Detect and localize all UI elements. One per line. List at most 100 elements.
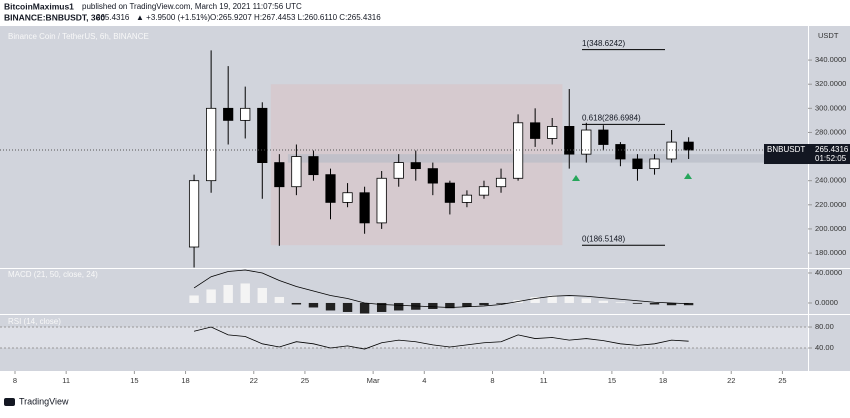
candle-body <box>291 156 302 188</box>
plot-background <box>0 26 850 371</box>
change: ▲ +3.9500 (+1.51%) <box>136 13 211 22</box>
candle-body <box>376 177 387 224</box>
candle-body <box>359 192 370 224</box>
candle-body <box>598 129 609 145</box>
x-tick-label: 22 <box>250 376 258 385</box>
last-price-symbol: BNBUSDT <box>767 145 805 154</box>
signal-arrow <box>684 173 692 179</box>
macd-bar <box>683 302 694 306</box>
candle-body <box>188 180 200 248</box>
macd-title: MACD (21, 50, close, 24) <box>8 270 98 279</box>
footer-text: TradingView <box>19 396 69 406</box>
macd-bar <box>291 302 302 305</box>
x-tick-label: 4 <box>422 376 426 385</box>
macd-bar <box>394 302 404 311</box>
macd-bar <box>342 302 353 312</box>
signal-arrow <box>572 175 580 181</box>
y-tick-label: 220.0000 <box>815 200 846 209</box>
candle-body <box>274 162 285 188</box>
macd-bar <box>581 298 591 303</box>
macd-bar <box>666 302 677 306</box>
x-tick-label: 18 <box>659 376 667 385</box>
macd-bar <box>274 296 285 303</box>
footer: TradingView <box>4 396 69 406</box>
pane: 1(348.6242) 0.618(286.6984) 0(186.5148) <box>0 39 808 268</box>
x-tick-label: 8 <box>490 376 494 385</box>
fib-label: 0(186.5148) <box>582 234 625 243</box>
y-tick-label: 240.0000 <box>815 176 846 185</box>
macd-bar <box>376 302 387 312</box>
macd-line <box>193 269 689 308</box>
candle-body <box>444 182 455 203</box>
publisher: BitcoinMaximus1 <box>4 1 74 11</box>
support-zone <box>287 154 808 163</box>
x-tick-label: 11 <box>62 376 70 385</box>
x-tick-label: 22 <box>727 376 735 385</box>
logo <box>4 398 15 406</box>
x-tick-label: 11 <box>540 376 548 385</box>
x-tick-label: 18 <box>181 376 189 385</box>
candle-body <box>427 168 438 184</box>
rsi-line <box>193 326 689 350</box>
macd-bar <box>564 296 574 303</box>
macd-bar <box>240 283 250 303</box>
rsi-band <box>0 327 808 349</box>
symbol: BINANCE:BNBUSDT, 360 <box>4 12 105 22</box>
candle-body <box>564 126 575 155</box>
candle-body <box>461 194 473 203</box>
candle-body <box>257 107 268 163</box>
macd-bar <box>530 296 540 303</box>
candle-body <box>530 122 541 139</box>
y-tick-label: 180.0000 <box>815 248 846 257</box>
macd-bar <box>649 302 660 305</box>
candle-body <box>240 107 251 121</box>
macd-bar <box>189 295 199 303</box>
candle-body <box>632 158 643 170</box>
candle-body <box>615 144 626 160</box>
fib-label: 1(348.6242) <box>582 39 625 48</box>
y-tick-label: 280.0000 <box>815 127 846 136</box>
candle-body <box>547 126 558 139</box>
unit: USDT <box>818 31 839 40</box>
macd-bar <box>479 302 489 306</box>
candle-body <box>206 107 217 182</box>
ohlc: O:265.9207 H:267.4453 L:260.6110 C:265.4… <box>210 13 381 22</box>
candle-body <box>393 162 404 179</box>
chart-title: Binance Coin / TetherUS, 6h, BINANCE <box>8 32 149 41</box>
pane <box>0 326 808 350</box>
macd-bar <box>223 284 233 303</box>
candle-body <box>308 156 319 176</box>
candle-body <box>342 192 353 203</box>
macd-bar <box>308 302 319 308</box>
candle-body <box>649 158 660 170</box>
macd-bar <box>359 302 370 314</box>
macd-bar <box>462 302 472 307</box>
macd-bar <box>547 295 557 303</box>
y-tick-label: 320.0000 <box>815 79 846 88</box>
last-price-box <box>764 144 850 165</box>
published: published on TradingView.com, March 19, … <box>82 2 302 11</box>
macd-bar <box>615 302 626 303</box>
candle-body <box>410 162 421 170</box>
macd-bar <box>325 302 336 311</box>
candle-body <box>495 177 507 188</box>
y-tick-label: 40.0000 <box>815 268 842 277</box>
x-tick-label: 15 <box>608 376 616 385</box>
countdown: 01:52:05 <box>815 154 847 163</box>
fib-label: 0.618(286.6984) <box>582 113 641 122</box>
x-tick-label: 15 <box>130 376 138 385</box>
macd-bar <box>632 302 643 304</box>
candle-body <box>478 186 490 196</box>
y-tick-label: 40.00 <box>815 343 834 352</box>
rsi-title: RSI (14, close) <box>8 317 61 326</box>
macd-bar <box>257 287 267 303</box>
candle-body <box>581 129 592 155</box>
x-tick-label: 25 <box>778 376 786 385</box>
y-tick-label: 300.0000 <box>815 103 846 112</box>
candle-body <box>512 122 524 179</box>
macd-bar <box>496 302 506 304</box>
macd-bar <box>206 289 216 303</box>
candle-body <box>223 107 234 121</box>
candle-body <box>683 141 694 151</box>
